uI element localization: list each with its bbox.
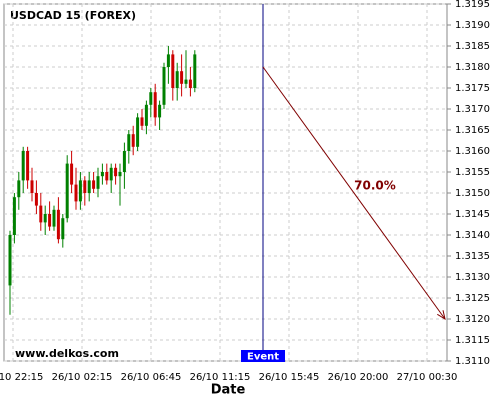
candle-body: [171, 54, 175, 88]
candle-body: [12, 197, 16, 235]
y-tick-label: 1.3190: [455, 20, 490, 31]
y-tick-label: 1.3140: [455, 230, 490, 241]
candle-body: [78, 180, 82, 202]
forecast-arrow: [262, 66, 446, 320]
forecast-label: 70.0%: [354, 179, 396, 193]
y-tick-label: 1.3160: [455, 146, 490, 157]
candle-body: [158, 104, 162, 118]
y-tick-label: 1.3175: [455, 83, 490, 94]
candle-body: [52, 209, 56, 227]
y-tick-label: 1.3150: [455, 188, 490, 199]
candle-body: [17, 180, 21, 198]
x-tick-label: 26/10 20:00: [328, 372, 389, 383]
candle-body: [26, 151, 30, 181]
y-tick-label: 1.3130: [455, 272, 490, 283]
y-tick-label: 1.3115: [455, 335, 490, 346]
y-tick-label: 1.3145: [455, 209, 490, 220]
y-tick-label: 1.3165: [455, 125, 490, 136]
candle-body: [65, 163, 69, 219]
candle-body: [74, 184, 78, 202]
y-tick-label: 1.3195: [455, 0, 490, 10]
y-tick-label: 1.3180: [455, 62, 490, 73]
candle-body: [149, 92, 153, 105]
x-tick-label: 26/10 11:15: [190, 372, 251, 383]
y-tick-label: 1.3110: [455, 356, 490, 367]
candle-body: [188, 79, 192, 88]
event-box: [241, 350, 285, 362]
candle-body: [144, 104, 148, 126]
x-tick-label: 25/10 22:15: [0, 372, 43, 383]
plot-area: [3, 3, 448, 362]
candle-body: [48, 214, 52, 227]
candle-body: [105, 172, 109, 181]
candle-body: [43, 214, 47, 223]
candle-body: [56, 209, 60, 240]
candle-body: [136, 117, 140, 147]
y-tick-label: 1.3155: [455, 167, 490, 178]
candle-body: [153, 92, 157, 118]
candle-body: [8, 235, 12, 286]
candle-body: [30, 180, 34, 193]
y-tick-label: 1.3170: [455, 104, 490, 115]
candle-body: [118, 172, 122, 177]
candle-body: [39, 205, 43, 223]
candle-body: [83, 180, 87, 193]
candle-body: [166, 54, 170, 67]
y-tick-label: 1.3185: [455, 41, 490, 52]
candle-body: [140, 117, 144, 126]
x-tick-label: 26/10 02:15: [52, 372, 113, 383]
candle-body: [100, 172, 104, 177]
candle-body: [127, 134, 131, 151]
watermark: www.delkos.com: [15, 347, 119, 360]
candle-body: [34, 193, 38, 206]
candle-body: [175, 71, 179, 88]
candle-body: [61, 218, 65, 240]
candle-body: [70, 163, 74, 185]
y-tick-label: 1.3120: [455, 314, 490, 325]
candle-body: [122, 151, 126, 172]
y-tick-label: 1.3135: [455, 251, 490, 262]
arrow-head: [437, 310, 446, 321]
chart-title: USDCAD 15 (FOREX): [10, 9, 136, 22]
candle-body: [184, 79, 188, 84]
candle-body: [96, 176, 100, 189]
candle-body: [180, 71, 184, 84]
candle-body: [92, 180, 96, 189]
candle-body: [109, 167, 113, 181]
candle-body: [21, 151, 25, 181]
candle-body: [87, 180, 91, 193]
x-tick-label: 26/10 15:45: [259, 372, 320, 383]
x-tick-label: 26/10 06:45: [121, 372, 182, 383]
y-tick-label: 1.3125: [455, 293, 490, 304]
candle-body: [131, 134, 135, 147]
x-tick-label: 27/10 00:30: [397, 372, 458, 383]
candle-body: [162, 67, 166, 105]
event-label: Event: [247, 352, 279, 363]
candle-body: [193, 54, 197, 88]
candle-body: [114, 167, 118, 177]
x-axis-label: Date: [211, 383, 246, 398]
